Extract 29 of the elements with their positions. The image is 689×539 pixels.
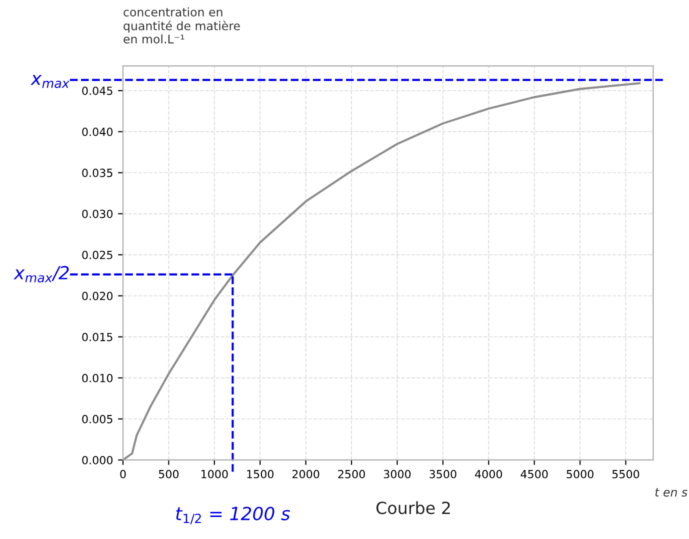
text: Courbe 2 — [376, 501, 450, 514]
ref-line-label: x$_{max}$ — [30, 74, 70, 88]
y-tick-label: 0.045 — [82, 86, 112, 95]
x-tick-label: 3000 — [384, 470, 411, 478]
y-tick-label: 0.025 — [82, 250, 112, 260]
y-axis-title: concentration en quantité de matière en mol.L⁻¹ — [124, 7, 240, 44]
annotation: t$_{1/2}$ = 1200 s — [176, 506, 290, 524]
y-tick-label: 0.030 — [82, 210, 113, 218]
x-axis-title: t en s — [655, 488, 688, 497]
line-series — [122, 82, 641, 460]
x-tick-label: 2500 — [338, 470, 365, 478]
x-tick-label: 4500 — [520, 470, 548, 478]
x-tick-label: 4000 — [475, 470, 502, 478]
y-tick-label: 0.015 — [82, 332, 112, 342]
x-tick-label: 2000 — [292, 470, 320, 478]
x-tick-label: 5000 — [566, 470, 594, 478]
x-tick-label: 1500 — [247, 470, 274, 478]
x-tick-label: 1000 — [201, 470, 228, 478]
y-tick-label: 0.010 — [82, 374, 113, 382]
y-tick-label: 0.035 — [82, 168, 112, 178]
x-tick-label: 3500 — [430, 470, 456, 478]
y-tick-label: 0.020 — [82, 292, 113, 300]
x-tick-label: 500 — [158, 470, 179, 478]
ref-line-label: x$_{max}$/2 — [14, 266, 69, 282]
y-tick-label: 0.040 — [82, 128, 113, 136]
y-tick-label: 0.000 — [82, 456, 113, 464]
x-tick-label: 0 — [120, 470, 126, 478]
x-tick-label: 5500 — [612, 470, 640, 478]
y-tick-label: 0.005 — [82, 414, 112, 424]
